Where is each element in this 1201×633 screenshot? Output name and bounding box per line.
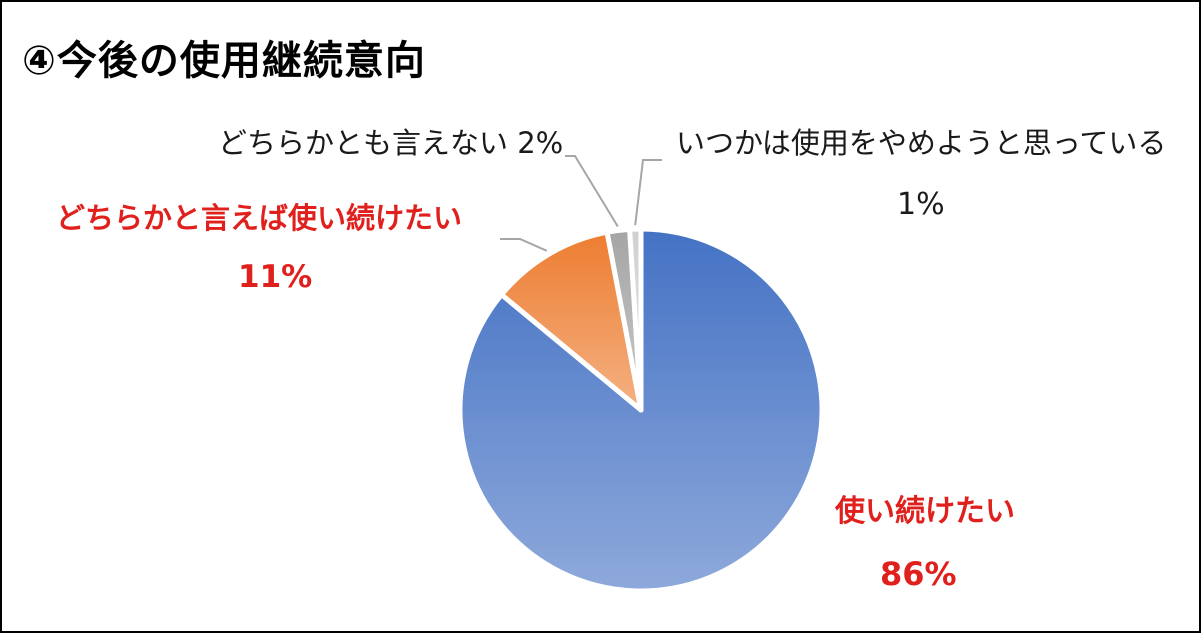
leader-rather-continue — [500, 238, 548, 252]
leader-quit — [634, 159, 662, 226]
pie-slices — [457, 226, 825, 594]
label-neither: どちらかとも言えない 2% — [218, 126, 564, 160]
label-continue-name: 使い続けたい — [835, 494, 1015, 529]
label-quit-name: いつかは使用をやめようと思っている — [676, 126, 1167, 160]
leader-neither — [565, 155, 619, 228]
label-continue-pct: 86% — [880, 555, 957, 593]
label-quit-pct: 1% — [897, 187, 945, 222]
pie-slice-2 — [499, 229, 644, 413]
label-rather-continue-pct: 11% — [238, 259, 313, 295]
leader-lines — [500, 155, 662, 252]
label-rather-continue-name: どちらかと言えば使い続けたい — [56, 201, 463, 235]
pie-slice-4 — [627, 226, 644, 413]
chart-title: ④今後の使用継続意向 — [22, 38, 426, 84]
